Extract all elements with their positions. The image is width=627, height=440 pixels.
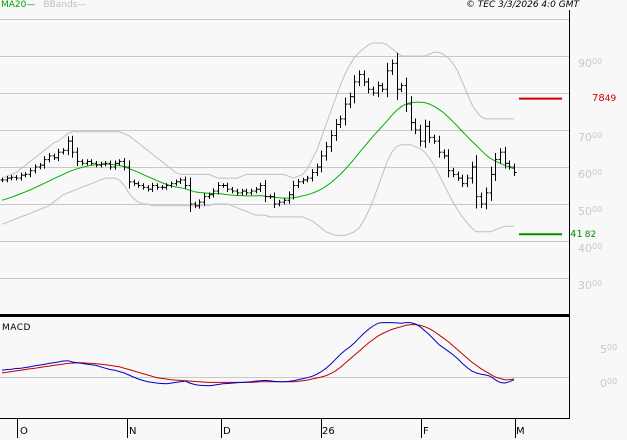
y-label-4000: 4000 [578, 242, 603, 255]
y-label-5000: 5000 [578, 205, 603, 218]
legend-ma20: MA20— [1, 0, 36, 10]
y-label-3000: 3000 [578, 279, 603, 292]
x-label-oct: O [20, 426, 28, 437]
bollinger-bands [1, 42, 514, 236]
legend-bbands: BBands— [43, 0, 87, 10]
macd-label-500: 500 [600, 343, 618, 356]
macd-lines [1, 322, 515, 387]
y-label-6000: 6000 [578, 168, 603, 181]
price-bars [0, 52, 517, 212]
y-label-9000: 9000 [578, 57, 603, 70]
reference-lines [519, 97, 562, 236]
macd-label-0: 000 [600, 377, 618, 390]
x-label-2026: 26 [322, 426, 335, 437]
x-label-nov: N [129, 426, 137, 437]
macd-title: MACD [2, 323, 31, 333]
support-label: 41 82 [570, 229, 597, 240]
x-label-dec: D [223, 426, 231, 437]
y-label-7000: 7000 [578, 131, 603, 144]
price-gridlines [0, 56, 569, 279]
x-label-feb: F [423, 426, 429, 437]
legend: MA20— BBands— [1, 0, 86, 11]
copyright-text: © TEC 3/3/2026 4:0 GMT [465, 0, 579, 10]
ma20-line [1, 101, 515, 201]
x-label-mar: M [516, 426, 525, 437]
x-axis-ticks [17, 419, 516, 438]
resistance-label: 7849 [592, 93, 617, 104]
